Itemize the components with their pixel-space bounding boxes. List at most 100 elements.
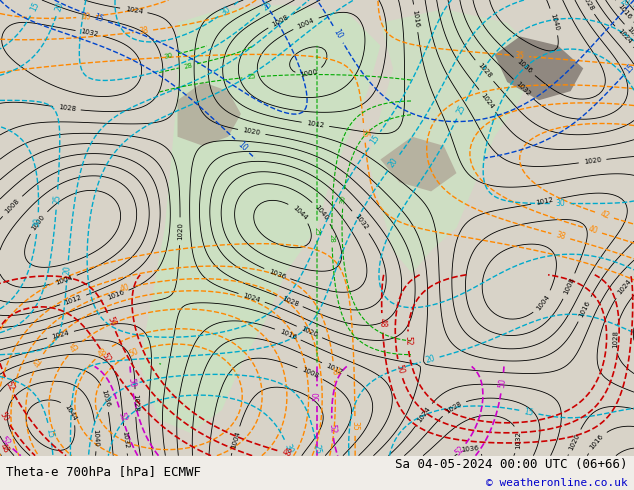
Text: 1020: 1020 (568, 433, 581, 451)
Text: 1020: 1020 (626, 26, 634, 43)
Text: 1024: 1024 (616, 278, 633, 296)
Text: 35: 35 (359, 127, 369, 138)
Text: 48: 48 (0, 442, 11, 455)
Text: 20: 20 (387, 156, 400, 169)
Text: 20: 20 (63, 265, 72, 275)
Text: 50: 50 (313, 392, 321, 401)
Text: 52: 52 (453, 444, 466, 458)
Text: 1008: 1008 (563, 277, 576, 295)
Text: Theta-e 700hPa [hPa] ECMWF: Theta-e 700hPa [hPa] ECMWF (6, 465, 202, 478)
Text: 25: 25 (314, 227, 320, 236)
Text: 1016: 1016 (578, 300, 592, 318)
Text: 52: 52 (403, 336, 413, 346)
Text: 38: 38 (329, 366, 339, 376)
Text: 1024: 1024 (480, 92, 495, 110)
Text: 20: 20 (424, 354, 436, 365)
Text: 25: 25 (247, 74, 256, 80)
Text: 50: 50 (394, 363, 405, 374)
Text: 30: 30 (33, 217, 42, 227)
Text: 1004: 1004 (297, 17, 315, 30)
Text: 52: 52 (116, 411, 127, 423)
Text: 30: 30 (219, 4, 233, 17)
Text: 50: 50 (0, 410, 11, 423)
Text: 40: 40 (119, 283, 131, 294)
Polygon shape (368, 9, 539, 273)
Text: 38: 38 (138, 26, 149, 36)
Text: 1024: 1024 (616, 28, 632, 45)
Text: 1028: 1028 (612, 330, 619, 348)
Text: 50: 50 (498, 377, 507, 388)
Text: 1012: 1012 (64, 294, 82, 306)
Text: 1028: 1028 (58, 104, 76, 112)
Text: 1036: 1036 (268, 268, 287, 280)
Text: 1032: 1032 (353, 213, 368, 231)
Text: 1028: 1028 (580, 0, 594, 11)
Text: 1012: 1012 (306, 120, 325, 128)
Text: 1032: 1032 (515, 81, 532, 98)
Text: 1016: 1016 (588, 433, 605, 451)
Text: 50: 50 (105, 316, 117, 328)
Text: 30: 30 (556, 199, 566, 208)
Text: 50: 50 (127, 347, 140, 359)
Polygon shape (495, 36, 583, 100)
Text: 1040: 1040 (314, 204, 330, 221)
Text: Sa 04-05-2024 00:00 UTC (06+66): Sa 04-05-2024 00:00 UTC (06+66) (395, 458, 628, 471)
Text: 1020: 1020 (300, 326, 319, 339)
Text: 1020: 1020 (177, 222, 183, 240)
Text: 35: 35 (351, 421, 359, 431)
Text: 1024: 1024 (124, 6, 143, 15)
Text: 1016: 1016 (278, 328, 297, 341)
Text: 1028: 1028 (476, 62, 493, 79)
Text: 1024: 1024 (416, 406, 431, 423)
Text: 15: 15 (44, 427, 55, 439)
Text: 15: 15 (93, 12, 105, 24)
Text: 1008: 1008 (4, 197, 21, 215)
Text: 1028: 1028 (132, 394, 139, 412)
Text: 1036: 1036 (461, 445, 479, 453)
Text: © weatheronline.co.uk: © weatheronline.co.uk (486, 478, 628, 488)
Text: 1004: 1004 (535, 294, 551, 311)
Text: 52: 52 (3, 380, 16, 392)
Text: 10: 10 (332, 28, 344, 41)
Text: 30: 30 (340, 195, 347, 204)
Text: 10: 10 (236, 140, 249, 153)
Polygon shape (139, 4, 380, 433)
Text: 15: 15 (623, 62, 634, 75)
Text: 25: 25 (455, 103, 467, 116)
Text: 1020: 1020 (242, 127, 261, 137)
Text: 45: 45 (68, 342, 82, 355)
Text: 38: 38 (555, 231, 567, 242)
Text: 48: 48 (377, 318, 387, 328)
Text: 1040: 1040 (549, 12, 560, 31)
Text: 42: 42 (598, 210, 611, 221)
Text: 25: 25 (312, 443, 323, 454)
Text: 1016: 1016 (106, 290, 125, 301)
Polygon shape (380, 137, 456, 192)
Text: 20: 20 (618, 0, 631, 8)
Text: 52: 52 (100, 351, 112, 364)
Text: 1032: 1032 (121, 430, 129, 449)
Text: 1016: 1016 (616, 2, 632, 20)
Text: 42: 42 (32, 356, 44, 369)
Text: 15: 15 (523, 407, 534, 417)
Text: 1004: 1004 (55, 274, 73, 286)
Text: 1016: 1016 (411, 9, 420, 27)
Text: 1008: 1008 (271, 14, 290, 28)
Text: 25: 25 (52, 194, 61, 204)
Text: 1028: 1028 (280, 295, 299, 307)
Text: 1036: 1036 (515, 58, 533, 74)
Text: 40: 40 (81, 12, 91, 22)
Text: 30: 30 (164, 52, 174, 60)
Text: 15: 15 (368, 133, 381, 146)
Text: 1024: 1024 (51, 330, 70, 340)
Text: 28: 28 (329, 234, 335, 243)
Text: 1032: 1032 (515, 431, 521, 449)
Text: 1000: 1000 (300, 69, 318, 78)
Text: 52: 52 (0, 436, 12, 448)
Text: 1040: 1040 (93, 428, 100, 446)
Text: 30: 30 (282, 442, 294, 455)
Text: 1032: 1032 (80, 28, 98, 38)
Text: 1012: 1012 (325, 362, 344, 375)
Text: 25: 25 (261, 0, 274, 13)
Text: 20: 20 (53, 1, 65, 13)
